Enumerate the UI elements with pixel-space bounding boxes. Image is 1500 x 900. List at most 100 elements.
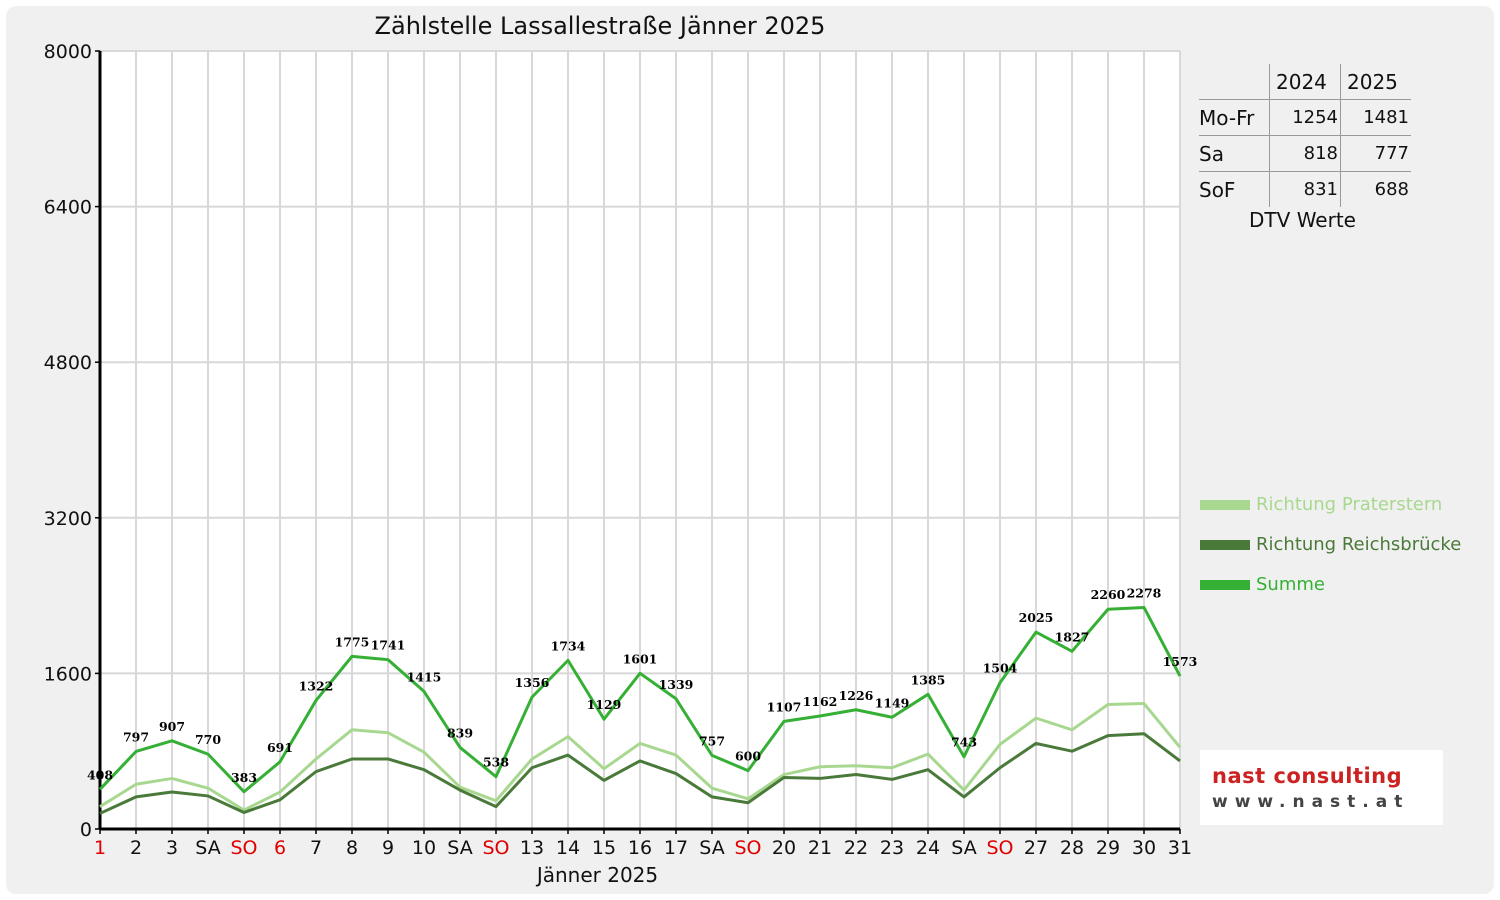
data-label: 797 xyxy=(123,729,149,744)
y-tick-label: 8000 xyxy=(44,41,92,63)
dtv-row-sa: Sa 818 777 xyxy=(1199,135,1411,172)
data-label: 1504 xyxy=(983,661,1018,676)
y-tick-label: 0 xyxy=(80,819,92,841)
y-tick-label: 1600 xyxy=(44,663,92,685)
chart-title: Zählstelle Lassallestraße Jänner 2025 xyxy=(374,12,826,40)
data-label: 600 xyxy=(735,749,761,764)
dtv-cell: 818 xyxy=(1269,135,1341,172)
data-label: 408 xyxy=(87,767,113,782)
x-tick-label: 21 xyxy=(808,837,832,859)
data-label: 839 xyxy=(447,725,473,740)
x-tick-label: SA xyxy=(699,837,724,859)
dtv-year-2024: 2024 xyxy=(1269,64,1341,100)
x-tick-label: 9 xyxy=(382,837,394,859)
x-tick-label: 7 xyxy=(310,837,322,859)
data-label: 2260 xyxy=(1091,587,1126,602)
dtv-row-sof: SoF 831 688 xyxy=(1199,171,1411,207)
x-tick-label: 14 xyxy=(556,837,580,859)
data-label: 1415 xyxy=(407,669,442,684)
y-tick-label: 4800 xyxy=(44,352,92,374)
legend-item-praterstern: Richtung Praterstern xyxy=(1200,494,1442,515)
dtv-row-label: Mo-Fr xyxy=(1199,99,1270,136)
x-tick-label: 8 xyxy=(346,837,358,859)
legend-label: Richtung Reichsbrücke xyxy=(1256,534,1462,555)
data-label: 757 xyxy=(699,733,725,748)
dtv-caption: DTV Werte xyxy=(1249,208,1356,232)
data-label: 1129 xyxy=(587,697,622,712)
dtv-cell: 1481 xyxy=(1340,99,1411,136)
x-tick-label: 30 xyxy=(1132,837,1156,859)
x-tick-label: 13 xyxy=(520,837,544,859)
data-label: 743 xyxy=(951,735,977,750)
data-label: 1741 xyxy=(371,638,406,653)
data-label: 1339 xyxy=(659,677,694,692)
x-tick-label: 1 xyxy=(94,837,106,859)
x-tick-label: 10 xyxy=(412,837,436,859)
x-tick-label: SA xyxy=(951,837,976,859)
data-label: 538 xyxy=(483,755,509,770)
x-tick-label: 27 xyxy=(1024,837,1048,859)
dtv-cell: 831 xyxy=(1269,171,1341,207)
data-label: 1322 xyxy=(299,678,334,693)
data-label: 1162 xyxy=(803,694,838,709)
legend-swatch-reichsbruecke xyxy=(1200,540,1250,550)
x-tick-label: 16 xyxy=(628,837,652,859)
logo-text: nast consulting xyxy=(1212,764,1403,788)
legend-swatch-praterstern xyxy=(1200,500,1250,510)
x-tick-label: 2 xyxy=(130,837,142,859)
data-label: 2025 xyxy=(1019,610,1054,625)
x-tick-label: 23 xyxy=(880,837,904,859)
dtv-cell: 1254 xyxy=(1269,99,1341,136)
x-tick-label: SA xyxy=(195,837,220,859)
data-label: 1573 xyxy=(1163,654,1198,669)
x-tick-label: 24 xyxy=(916,837,940,859)
x-tick-label: SO xyxy=(734,837,761,859)
x-tick-label: 28 xyxy=(1060,837,1084,859)
x-tick-label: SO xyxy=(482,837,509,859)
data-label: 1827 xyxy=(1055,629,1090,644)
legend-item-reichsbruecke: Richtung Reichsbrücke xyxy=(1200,534,1461,555)
series-line-1 xyxy=(99,732,1181,815)
data-label: 1149 xyxy=(875,695,910,710)
x-tick-label: 22 xyxy=(844,837,868,859)
dtv-row-label: Sa xyxy=(1199,135,1270,172)
data-label: 383 xyxy=(231,770,257,785)
data-label: 691 xyxy=(267,740,293,755)
legend-swatch-summe xyxy=(1200,580,1250,590)
x-tick-label: 20 xyxy=(772,837,796,859)
dtv-cell: 777 xyxy=(1340,135,1411,172)
x-tick-label: 17 xyxy=(664,837,688,859)
dtv-row-label: SoF xyxy=(1199,177,1236,202)
dtv-row-mofr: Mo-Fr 1254 1481 xyxy=(1199,99,1411,136)
logo-url: www.nast.at xyxy=(1212,792,1410,812)
data-label: 2278 xyxy=(1127,585,1162,600)
x-tick-label: SO xyxy=(230,837,257,859)
series-line-2 xyxy=(98,605,1182,794)
data-label: 770 xyxy=(195,732,221,747)
x-tick-label: 6 xyxy=(274,837,286,859)
data-label: 1385 xyxy=(911,672,946,687)
x-tick-label: SA xyxy=(447,837,472,859)
x-tick-label: 15 xyxy=(592,837,616,859)
legend-item-summe: Summe xyxy=(1200,574,1325,595)
legend-label: Summe xyxy=(1256,574,1325,595)
x-tick-label: 29 xyxy=(1096,837,1120,859)
data-label: 1356 xyxy=(515,675,550,690)
x-axis-label: Jänner 2025 xyxy=(536,863,659,887)
legend-label: Richtung Praterstern xyxy=(1256,494,1443,515)
dtv-year-2025: 2025 xyxy=(1340,64,1411,100)
x-tick-label: SO xyxy=(986,837,1013,859)
data-label: 1601 xyxy=(623,651,658,666)
data-label: 907 xyxy=(159,719,185,734)
dtv-corner xyxy=(1199,64,1270,100)
x-tick-label: 3 xyxy=(166,837,178,859)
y-tick-label: 6400 xyxy=(44,197,92,219)
dtv-table: 2024 2025 Mo-Fr 1254 1481 Sa 818 777 SoF… xyxy=(1199,64,1411,207)
data-label: 1226 xyxy=(839,688,874,703)
nast-logo: nast consulting www.nast.at xyxy=(1200,750,1443,825)
data-label: 1775 xyxy=(335,634,370,649)
dtv-header-row: 2024 2025 xyxy=(1199,64,1411,100)
series-line-0 xyxy=(99,702,1182,812)
dtv-cell: 688 xyxy=(1340,171,1411,207)
